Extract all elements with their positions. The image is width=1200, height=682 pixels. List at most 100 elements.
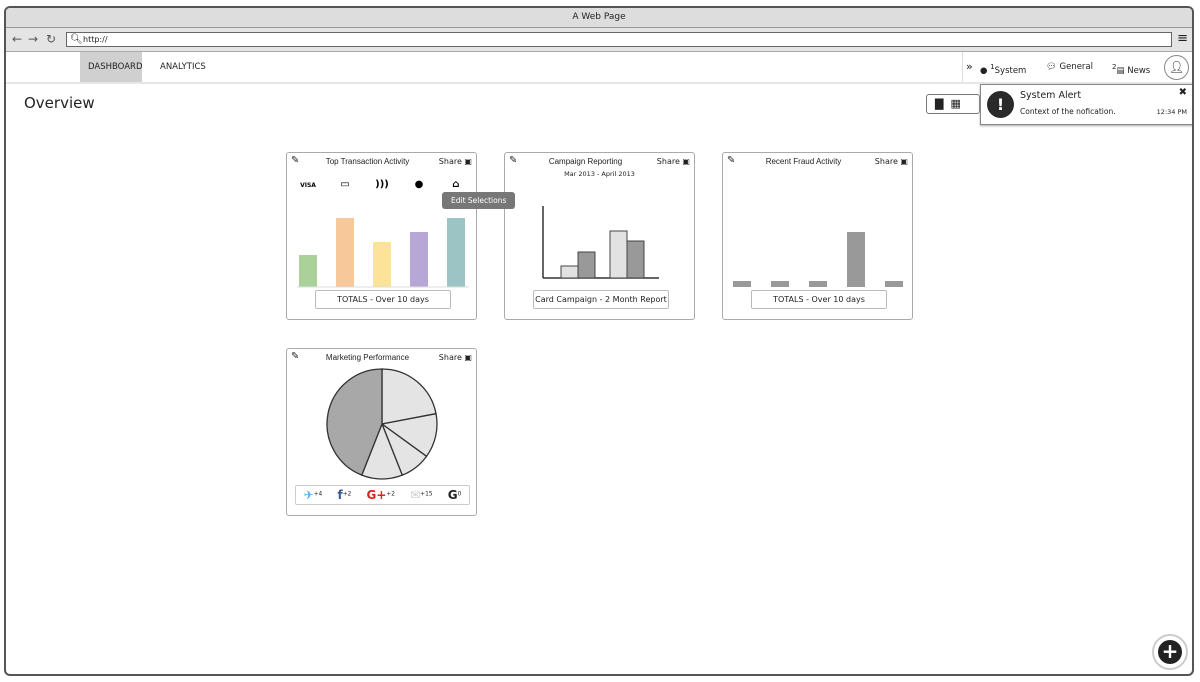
notif-general[interactable]: 💬︎ General [1046, 52, 1093, 82]
social-google-plus[interactable]: G++2 [366, 488, 395, 502]
google-plus-icon: G+ [366, 488, 387, 502]
pie-slice [326, 368, 383, 476]
badge: 2 [1112, 62, 1117, 71]
email-icon: ✉ [410, 488, 421, 502]
view-toggle: ▇ ▦ [926, 94, 980, 114]
social-count: +15 [420, 491, 433, 498]
social-facebook[interactable]: f+2 [337, 488, 351, 502]
bar [299, 255, 317, 287]
page-title: Overview [24, 94, 95, 112]
bar [560, 265, 579, 279]
system-alert: ! System Alert Context of the nofication… [980, 84, 1192, 125]
report-button[interactable]: Card Campaign - 2 Month Report [533, 290, 669, 309]
social-twitter[interactable]: ✈+4 [304, 488, 323, 502]
alert-title: System Alert [1020, 90, 1082, 101]
share-button[interactable]: Share ▣ [656, 157, 690, 166]
campaign-chart [542, 206, 659, 279]
badge: 1 [990, 62, 995, 71]
social-count: 0 [457, 491, 462, 498]
url-text: http:// [83, 35, 108, 44]
totals-button[interactable]: TOTALS - Over 10 days [315, 290, 451, 309]
share-label: Share [656, 157, 680, 166]
google-icon: G [447, 488, 458, 502]
tab-analytics[interactable]: ANALYTICS [160, 62, 206, 72]
card-marketing-performance: ✎ Marketing Performance Share ▣ ✈+4 f+2 G+… [286, 348, 477, 516]
edit-icon[interactable]: ✎ [291, 351, 300, 362]
transaction-chart: VISA ▭))) ● ⌂ [297, 179, 469, 288]
card-subtitle: Mar 2013 - April 2013 [564, 170, 635, 178]
add-widget-button[interactable]: + [1152, 634, 1188, 670]
top-nav: DASHBOARD ANALYTICS » ● 1System 💬︎ Gener… [6, 52, 1192, 84]
forward-icon[interactable]: → [28, 32, 39, 46]
bar [626, 240, 645, 279]
card-title: Top Transaction Activity [325, 157, 410, 166]
share-button[interactable]: Share ▣ [438, 157, 472, 166]
social-count: +2 [342, 491, 352, 498]
card-title: Marketing Performance [325, 353, 410, 362]
bar-chart-icon[interactable]: ▇ [935, 97, 944, 110]
share-label: Share [438, 157, 462, 166]
alert-time: 12:34 PM [1156, 108, 1187, 116]
visa-icon: VISA [300, 182, 316, 189]
card-recent-fraud: ✎ Recent Fraud Activity Share ▣ TOTALS -… [722, 152, 913, 320]
social-email[interactable]: ✉+15 [410, 488, 432, 502]
exclamation-icon: ● [980, 65, 988, 76]
bar [885, 281, 903, 287]
address-bar-row: ← → ↻ 🔍︎ http:// ≡ [6, 28, 1192, 52]
table-icon[interactable]: ▦ [950, 97, 961, 110]
notif-label: General [1059, 62, 1094, 72]
alert-message: Context of the nofication. [1020, 107, 1116, 116]
user-avatar-icon[interactable]: 👤︎ [1164, 55, 1189, 80]
notif-label: News [1127, 65, 1151, 76]
card-title: Recent Fraud Activity [765, 157, 842, 166]
bar [373, 242, 391, 287]
share-button[interactable]: Share ▣ [874, 157, 908, 166]
notif-system[interactable]: ● 1System [980, 52, 1026, 82]
notif-news[interactable]: 2▤ News [1112, 52, 1150, 82]
edit-icon[interactable]: ✎ [727, 155, 736, 166]
hamburger-menu-icon[interactable]: ≡ [1177, 31, 1188, 46]
back-icon[interactable]: ← [12, 32, 23, 46]
plus-icon: + [1158, 640, 1182, 664]
bar [847, 232, 865, 287]
credit-card-icon: ▭ [340, 179, 349, 190]
pie-slice [381, 368, 437, 425]
social-count: +4 [313, 491, 323, 498]
reload-icon[interactable]: ↻ [46, 32, 57, 46]
social-bar: ✈+4 f+2 G++2 ✉+15 G0 [295, 485, 470, 505]
edit-icon[interactable]: ✎ [291, 155, 300, 166]
apple-icon: ● [415, 179, 424, 190]
url-input[interactable]: 🔍︎ http:// [66, 32, 1172, 47]
share-button[interactable]: Share ▣ [438, 353, 472, 362]
window-title: A Web Page [6, 8, 1192, 28]
facebook-icon: f [337, 488, 343, 502]
contactless-icon: ))) [375, 179, 389, 190]
bar [733, 281, 751, 287]
bank-icon: ⌂ [452, 179, 459, 190]
bar [410, 232, 428, 287]
search-icon: 🔍︎ [70, 34, 83, 45]
share-label: Share [874, 157, 898, 166]
totals-button[interactable]: TOTALS - Over 10 days [751, 290, 887, 309]
bar [577, 251, 596, 279]
fraud-chart [733, 232, 903, 287]
newspaper-icon: ▤ [1116, 65, 1125, 76]
chat-bubble-icon: 💬︎ [1046, 62, 1057, 72]
edit-icon[interactable]: ✎ [509, 155, 518, 166]
tab-dashboard[interactable]: DASHBOARD [80, 52, 143, 82]
bar [609, 230, 628, 279]
social-google[interactable]: G0 [448, 488, 462, 502]
social-count: +2 [386, 491, 395, 498]
notif-label: System [994, 65, 1027, 76]
nav-divider [962, 52, 963, 82]
expand-icon[interactable]: » [966, 60, 973, 73]
card-title: Campaign Reporting [548, 157, 623, 166]
card-campaign-reporting: ✎ Campaign Reporting Mar 2013 - April 20… [504, 152, 695, 320]
twitter-icon: ✈ [303, 488, 314, 502]
close-icon[interactable]: ✖ [1178, 87, 1187, 98]
card-top-transaction: ✎ Top Transaction Activity Share ▣ VISA ▭… [286, 152, 477, 320]
bar [771, 281, 789, 287]
share-label: Share [438, 353, 462, 362]
edit-selections-tooltip: Edit Selections [442, 192, 516, 209]
bar [447, 218, 465, 287]
